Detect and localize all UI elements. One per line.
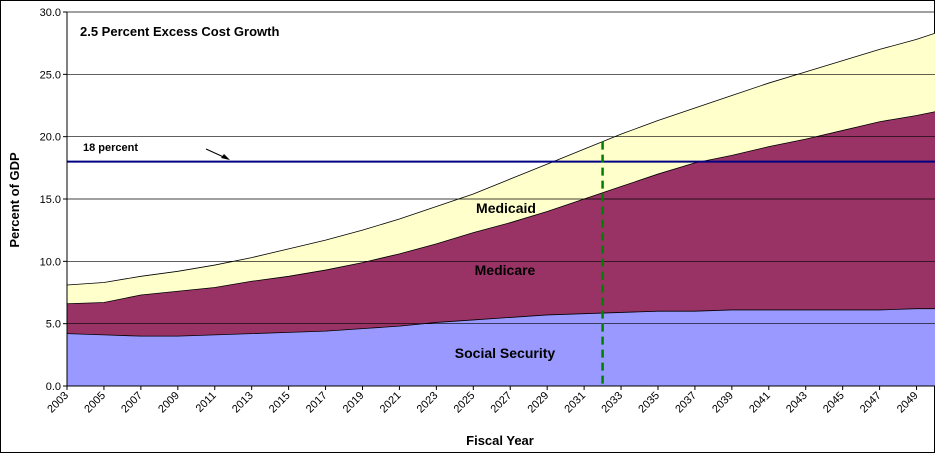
area-social-security (67, 308, 935, 386)
y-tick-label: 25.0 (40, 69, 61, 81)
area-label-social-security: Social Security (455, 345, 556, 361)
y-tick-label: 15.0 (40, 194, 61, 206)
y-tick-label: 5.0 (46, 319, 61, 331)
y-tick-label: 30.0 (40, 7, 61, 19)
area-label-medicare: Medicare (475, 262, 536, 278)
line-social-security (66, 308, 935, 337)
x-axis-title: Fiscal Year (466, 433, 534, 448)
area-label-medicaid: Medicaid (476, 200, 536, 216)
line-medicare (66, 111, 935, 305)
chart-title: 2.5 Percent Excess Cost Growth (80, 24, 279, 39)
y-tick-label: 0.0 (46, 381, 61, 393)
y-tick-label: 10.0 (40, 256, 61, 268)
reference-line-arrow-head (221, 154, 230, 160)
reference-line-label: 18 percent (83, 142, 138, 154)
line-medicaid (66, 32, 935, 286)
y-tick-label: 20.0 (40, 132, 61, 144)
y-axis-title: Percent of GDP (7, 152, 22, 248)
plot-area (66, 11, 935, 387)
y-axis-ticks: 0.0 5.0 10.0 15.0 20.0 25.0 30.0 (40, 7, 67, 393)
area-medicare (67, 111, 935, 337)
area-medicaid (67, 33, 935, 304)
